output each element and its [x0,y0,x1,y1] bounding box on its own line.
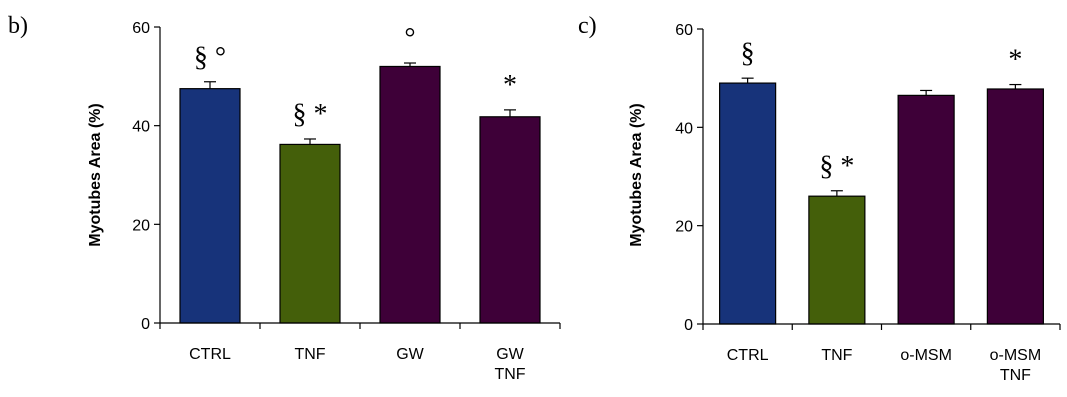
significance-annotation: ° [404,23,415,54]
y-tick-label: 40 [132,119,150,136]
category-label: TNF [1000,367,1031,384]
category-label: TNF [494,366,525,383]
y-tick-label: 0 [141,316,150,333]
category-label: o-MSM [990,347,1042,364]
panel-letter: c) [578,13,597,39]
panel-letter: b) [8,13,28,39]
bar [808,195,866,325]
y-tick-label: 0 [684,317,693,334]
bar [279,143,341,324]
category-label: o-MSM [900,347,952,364]
y-tick-label: 20 [675,219,693,236]
category-label: GW [396,346,424,363]
bar [986,88,1044,325]
y-tick-label: 20 [132,217,150,234]
significance-annotation: § ° [194,42,226,73]
bar [379,65,441,324]
y-tick-label: 60 [132,20,150,37]
significance-annotation: * [503,70,517,101]
significance-annotation: § [741,38,755,69]
significance-annotation: § * [293,99,328,130]
y-axis-label: Myotubes Area (%) [87,103,104,246]
y-tick-label: 60 [675,22,693,39]
chart-panel-b: b) Myotubes Area (%) § ° CTRL § * TNF ° GW * GW TN… [8,13,561,383]
bar [897,94,955,325]
significance-annotation: § * [819,151,854,182]
category-label: CTRL [727,347,769,364]
bar [179,88,241,324]
y-tick-label: 40 [675,120,693,137]
chart-panel-c: c) Myotubes Area (%) § CTRL § * TNF o-MSM * o-MS… [578,13,1061,384]
y-axis-label: Myotubes Area (%) [628,103,645,246]
category-label: GW [496,346,524,363]
bar [479,116,541,324]
category-label: CTRL [189,346,231,363]
category-label: TNF [294,346,325,363]
category-label: TNF [821,347,852,364]
significance-annotation: * [1008,45,1022,76]
bar [719,82,777,325]
